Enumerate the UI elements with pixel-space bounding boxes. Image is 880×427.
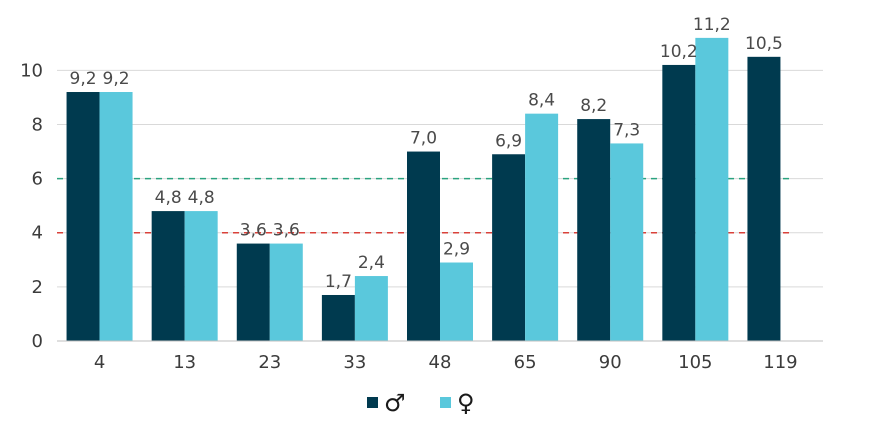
bar-female [695, 37, 729, 341]
x-tick-label: 48 [429, 352, 452, 373]
data-label: 7,3 [613, 120, 640, 140]
data-label: 9,2 [70, 69, 97, 89]
x-tick-label: 4 [94, 352, 105, 373]
data-label: 10,2 [660, 42, 698, 62]
y-tick-label: 10 [20, 60, 43, 81]
bar-male [236, 243, 270, 341]
legend-label: ♀ [457, 389, 475, 417]
y-tick-label: 8 [32, 114, 43, 135]
y-tick-label: 6 [32, 169, 43, 190]
data-label: 11,2 [693, 15, 731, 35]
bar-female [99, 92, 133, 341]
data-label: 9,2 [103, 69, 130, 89]
x-tick-label: 105 [678, 352, 712, 373]
y-tick-label: 0 [32, 331, 43, 352]
data-label: 7,0 [410, 129, 437, 149]
data-label: 8,4 [528, 91, 555, 111]
data-label: 1,7 [325, 272, 352, 292]
bar-male [66, 92, 100, 341]
y-tick-label: 4 [32, 223, 43, 244]
bar-male [662, 64, 696, 342]
data-labels: 9,2 9,2 4,8 4,8 3,6 3,6 1,7 2,4 7,0 2,9 6,9 8,4 8,2 7… [70, 15, 783, 292]
data-label: 8,2 [580, 96, 607, 116]
data-label: 2,9 [443, 240, 470, 260]
data-label: 2,4 [358, 253, 385, 273]
x-tick-label: 33 [343, 352, 366, 373]
legend-swatch [440, 397, 451, 408]
x-tick-label: 13 [173, 352, 196, 373]
bar-male [492, 154, 526, 341]
y-axis-tick-labels: 0 2 4 6 8 10 [20, 60, 43, 352]
data-label: 3,6 [273, 221, 300, 241]
bar-female [440, 262, 473, 341]
bar-female [610, 143, 644, 341]
data-label: 6,9 [495, 131, 522, 151]
data-label: 3,6 [240, 221, 267, 241]
bar-male [407, 151, 440, 341]
x-tick-label: 119 [763, 352, 797, 373]
bar-male [321, 294, 355, 341]
bar-female [269, 243, 303, 341]
data-label: 10,5 [745, 34, 783, 54]
y-tick-label: 2 [32, 277, 43, 298]
legend-label: ♂ [384, 389, 406, 417]
bar-male [577, 119, 611, 341]
bar-male [747, 56, 781, 342]
bar-male [151, 211, 185, 341]
x-axis-tick-labels: 4 13 23 33 48 65 90 105 119 [94, 352, 798, 373]
x-tick-label: 23 [258, 352, 281, 373]
bars [66, 37, 781, 342]
legend: ♂ ♀ [367, 389, 475, 417]
bar-female [525, 113, 559, 341]
x-tick-label: 90 [599, 352, 622, 373]
data-label: 4,8 [155, 188, 182, 208]
bar-female [184, 211, 218, 341]
data-label: 4,8 [188, 188, 215, 208]
bar-female [354, 276, 388, 341]
legend-swatch [367, 397, 378, 408]
x-tick-label: 65 [514, 352, 537, 373]
